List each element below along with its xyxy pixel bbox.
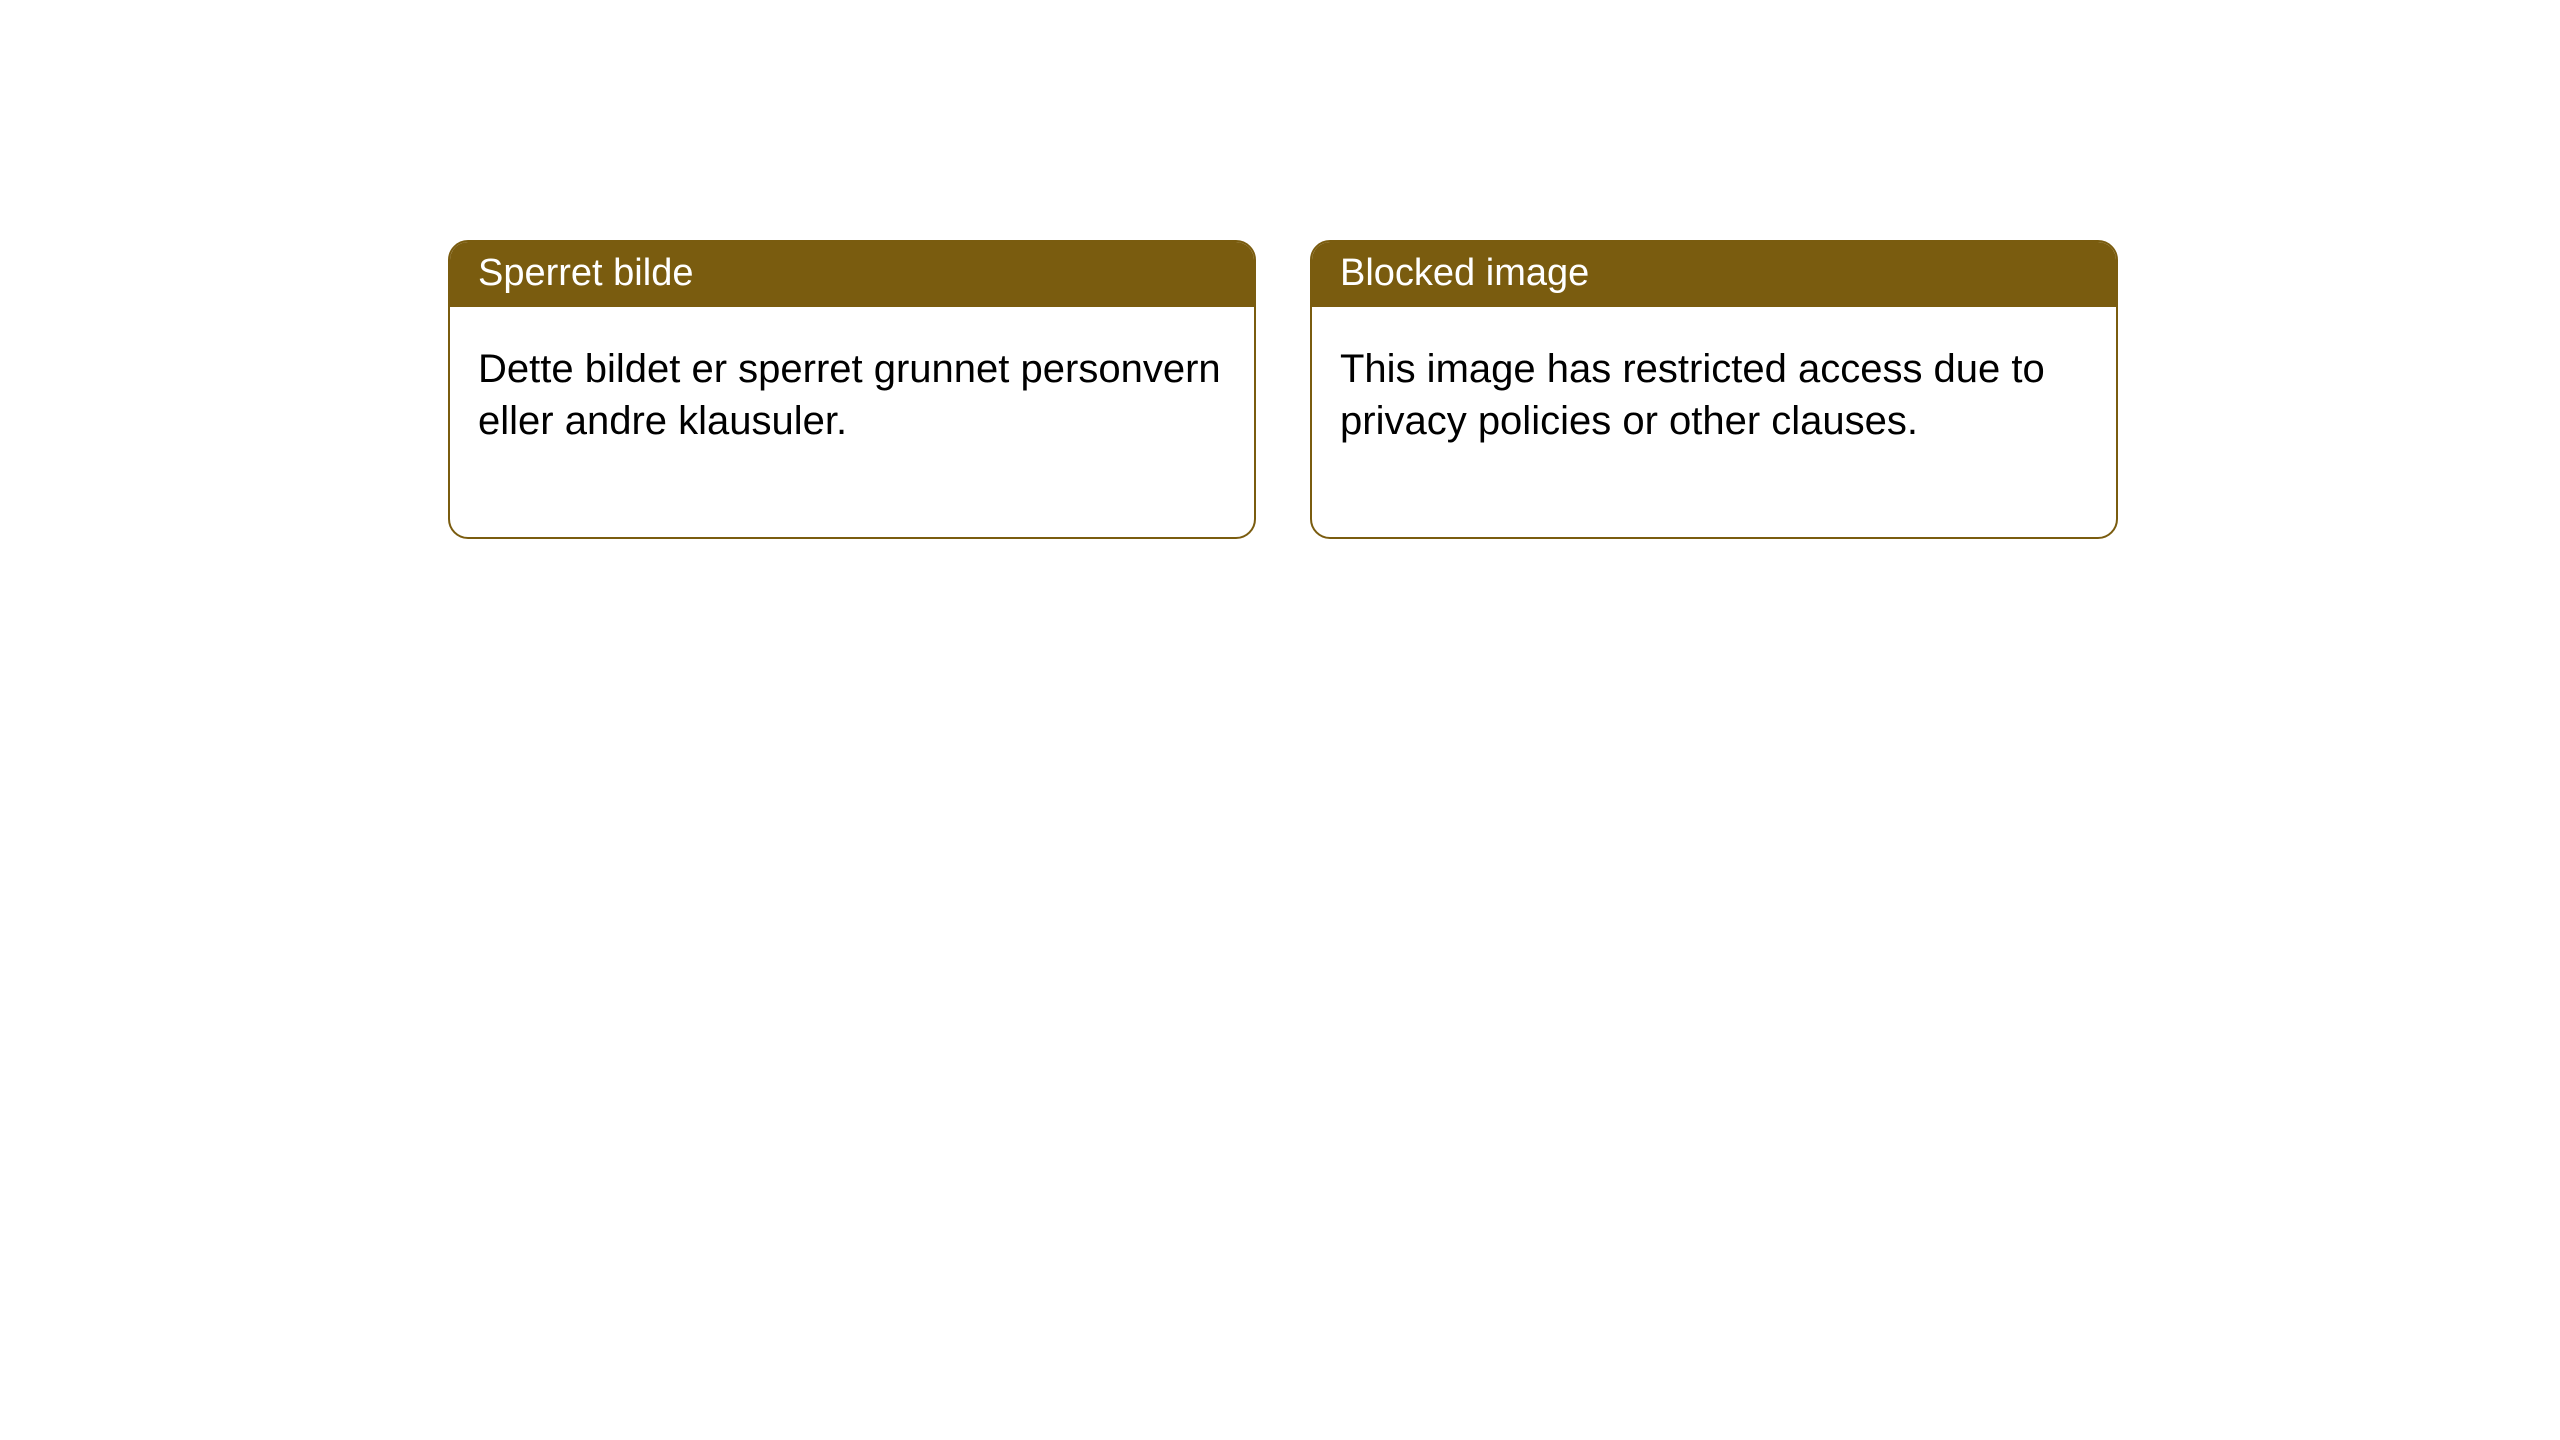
notice-container: Sperret bilde Dette bildet er sperret gr… bbox=[0, 0, 2560, 539]
notice-body-norwegian: Dette bildet er sperret grunnet personve… bbox=[450, 307, 1254, 537]
notice-title-norwegian: Sperret bilde bbox=[450, 242, 1254, 307]
notice-card-english: Blocked image This image has restricted … bbox=[1310, 240, 2118, 539]
notice-card-norwegian: Sperret bilde Dette bildet er sperret gr… bbox=[448, 240, 1256, 539]
notice-body-english: This image has restricted access due to … bbox=[1312, 307, 2116, 537]
notice-title-english: Blocked image bbox=[1312, 242, 2116, 307]
